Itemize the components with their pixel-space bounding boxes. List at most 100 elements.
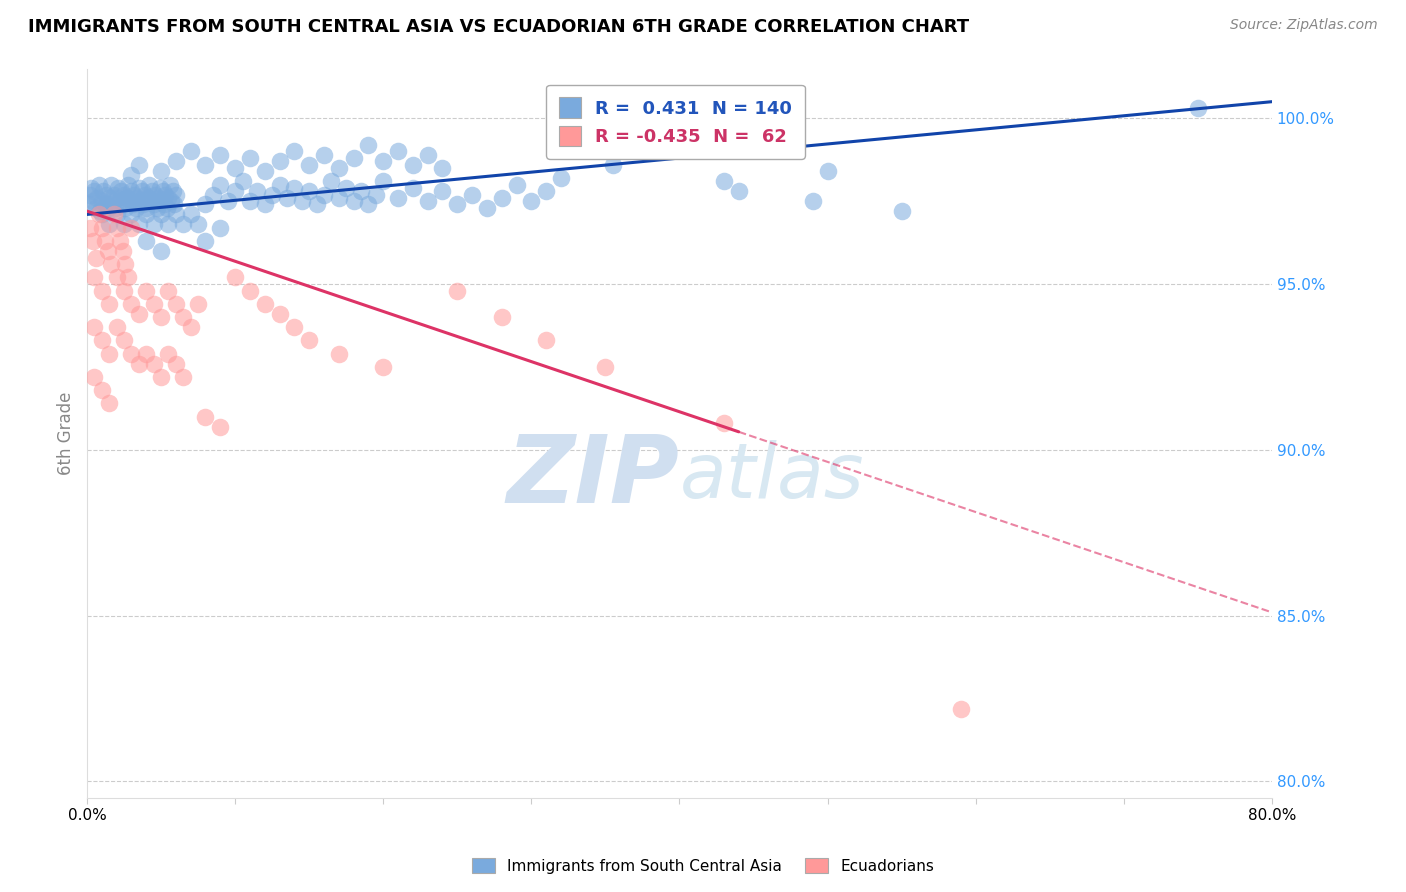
Point [80,181,103,195]
Point [1187,101,1209,115]
Point [276,191,298,205]
Point [141,184,163,198]
Text: IMMIGRANTS FROM SOUTH CENTRAL ASIA VS ECUADORIAN 6TH GRADE CORRELATION CHART: IMMIGRANTS FROM SOUTH CENTRAL ASIA VS EC… [28,18,969,36]
Point [120,168,142,182]
Point [79,187,101,202]
Point [110,184,132,198]
Point [128,307,150,321]
Point [82,194,104,209]
Point [84,201,107,215]
Point [97,244,120,258]
Point [98,297,121,311]
Point [128,357,150,371]
Point [209,147,232,161]
Point [112,187,135,202]
Point [145,201,167,215]
Point [416,147,439,161]
Point [446,284,468,298]
Point [224,270,246,285]
Text: atlas: atlas [679,440,863,514]
Point [312,187,335,202]
Point [114,257,136,271]
Point [83,370,105,384]
Point [373,174,395,188]
Point [90,194,112,209]
Point [246,184,269,198]
Point [128,158,150,172]
Point [172,370,194,384]
Point [79,220,101,235]
Point [98,191,121,205]
Point [150,194,173,209]
Point [239,151,262,165]
Point [120,184,142,198]
Point [817,164,839,178]
Point [96,187,118,202]
Point [114,201,136,215]
Point [157,347,180,361]
Point [108,194,131,209]
Point [117,178,139,192]
Point [90,334,112,348]
Point [180,145,202,159]
Point [165,207,187,221]
Point [253,297,276,311]
Point [94,234,117,248]
Y-axis label: 6th Grade: 6th Grade [58,392,75,475]
Point [152,184,174,198]
Point [194,197,217,211]
Point [91,184,114,198]
Point [120,220,142,235]
Point [491,310,513,325]
Point [298,334,321,348]
Point [156,201,179,215]
Point [131,184,153,198]
Point [98,396,121,410]
Point [83,270,105,285]
Point [328,347,350,361]
Point [209,220,232,235]
Point [135,207,157,221]
Point [128,218,150,232]
Point [446,197,468,211]
Point [298,158,321,172]
Point [77,197,100,211]
Point [165,187,187,202]
Point [461,187,484,202]
Point [142,197,165,211]
Point [120,297,142,311]
Point [239,284,262,298]
Point [534,334,557,348]
Point [83,184,105,198]
Point [115,191,138,205]
Point [269,307,291,321]
Point [83,320,105,334]
Point [150,370,173,384]
Point [159,178,181,192]
Point [90,207,112,221]
Point [231,174,253,188]
Point [165,154,187,169]
Point [187,218,209,232]
Point [148,181,170,195]
Point [949,701,972,715]
Point [135,234,157,248]
Point [402,181,425,195]
Point [89,204,111,219]
Point [387,145,409,159]
Point [112,218,135,232]
Point [94,197,117,211]
Point [180,207,202,221]
Point [253,197,276,211]
Point [84,251,107,265]
Point [402,158,425,172]
Point [172,218,194,232]
Point [150,207,173,221]
Point [283,320,305,334]
Point [217,194,239,209]
Point [150,310,173,325]
Point [550,170,572,185]
Point [328,191,350,205]
Point [713,174,735,188]
Point [201,187,224,202]
